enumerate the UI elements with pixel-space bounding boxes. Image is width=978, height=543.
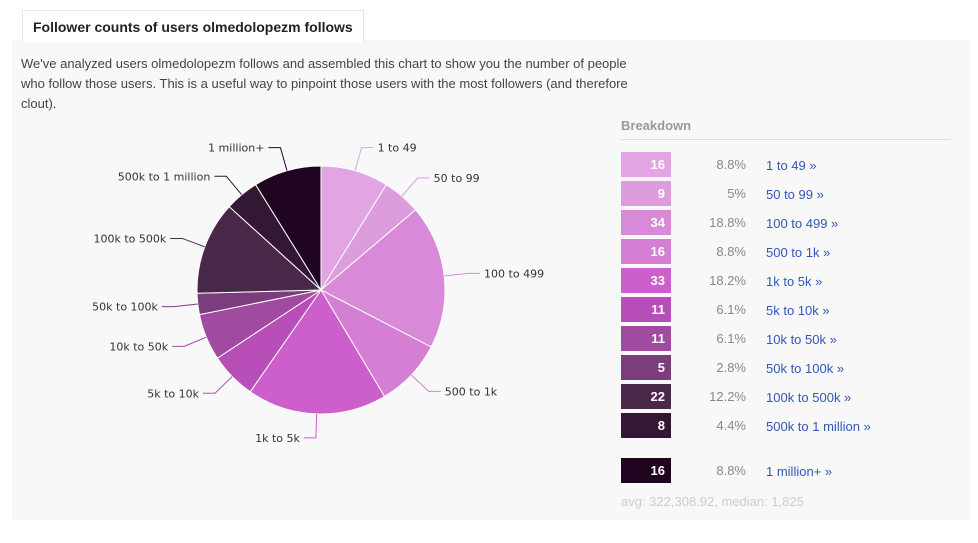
breakdown-percent: 2.8% xyxy=(716,360,746,375)
breakdown-count: 34 xyxy=(621,210,671,235)
breakdown-percent: 12.2% xyxy=(709,389,746,404)
breakdown-link[interactable]: 10k to 50k » xyxy=(766,332,837,347)
breakdown-percent: 6.1% xyxy=(716,331,746,346)
breakdown-row: 22 12.2% 100k to 500k » xyxy=(621,384,951,413)
breakdown-panel: Breakdown 16 8.8% 1 to 49 » 9 5% 50 to 99 » … xyxy=(621,118,951,487)
pie-label-10k-to-50k: 10k to 50k xyxy=(109,340,168,353)
breakdown-divider xyxy=(621,139,951,140)
breakdown-percent: 18.8% xyxy=(709,215,746,230)
breakdown-link[interactable]: 50 to 99 » xyxy=(766,187,824,202)
breakdown-count: 9 xyxy=(621,181,671,206)
pie-slice-1-million xyxy=(254,165,322,292)
pie-leader-line xyxy=(161,303,198,308)
breakdown-percent: 5% xyxy=(727,186,746,201)
breakdown-link[interactable]: 500k to 1 million » xyxy=(766,419,871,434)
pie-leader-line xyxy=(214,175,243,196)
breakdown-count: 11 xyxy=(621,297,671,322)
breakdown-count: 33 xyxy=(621,268,671,293)
breakdown-rows: 16 8.8% 1 to 49 » 9 5% 50 to 99 » 34 18.8% 100… xyxy=(621,152,951,487)
breakdown-count: 16 xyxy=(621,152,671,177)
pie-leader-line xyxy=(268,147,288,171)
pie-leader-line xyxy=(170,237,205,248)
breakdown-row: 8 4.4% 500k to 1 million » xyxy=(621,413,951,458)
breakdown-count: 5 xyxy=(621,355,671,380)
pie-label-5k-to-10k: 5k to 10k xyxy=(147,387,199,400)
breakdown-link[interactable]: 1 to 49 » xyxy=(766,158,817,173)
pie-label-1k-to-5k: 1k to 5k xyxy=(255,432,300,445)
summary-stats: avg: 322,308.92, median: 1,825 xyxy=(621,494,804,509)
breakdown-percent: 8.8% xyxy=(716,157,746,172)
breakdown-percent: 4.4% xyxy=(716,418,746,433)
pie-leader-line xyxy=(172,336,207,347)
pie-label-50k-to-100k: 50k to 100k xyxy=(92,301,158,314)
pie-label-100-to-499: 100 to 499 xyxy=(484,267,544,280)
pie-label-50-to-99: 50 to 99 xyxy=(434,172,480,185)
breakdown-count: 16 xyxy=(621,239,671,264)
breakdown-link[interactable]: 1 million+ » xyxy=(766,464,833,479)
pie-label-500k-to-1-million: 500k to 1 million xyxy=(118,170,211,183)
pie-leader-line xyxy=(444,272,481,277)
pie-label-1-million: 1 million+ xyxy=(208,142,264,155)
pie-slice-1k-to-5k xyxy=(249,289,386,415)
breakdown-row: 11 6.1% 5k to 10k » xyxy=(621,297,951,326)
breakdown-count: 22 xyxy=(621,384,671,409)
page-title: Follower counts of users olmedolopezm fo… xyxy=(22,10,364,43)
pie-leader-line xyxy=(354,147,374,171)
breakdown-count: 8 xyxy=(621,413,671,438)
pie-label-100k-to-500k: 100k to 500k xyxy=(93,232,166,245)
pie-leader-line xyxy=(303,413,318,439)
pie-label-500-to-1k: 500 to 1k xyxy=(445,385,498,398)
breakdown-link[interactable]: 100k to 500k » xyxy=(766,390,852,405)
breakdown-count: 11 xyxy=(621,326,671,351)
pie-label-1-to-49: 1 to 49 xyxy=(378,142,417,155)
breakdown-row: 16 8.8% 1 to 49 » xyxy=(621,152,951,181)
chart-description: We've analyzed users olmedolopezm follow… xyxy=(21,56,628,111)
breakdown-percent: 8.8% xyxy=(716,244,746,259)
breakdown-row: 11 6.1% 10k to 50k » xyxy=(621,326,951,355)
pie-leader-line xyxy=(410,374,441,392)
breakdown-title: Breakdown xyxy=(621,118,692,133)
breakdown-link[interactable]: 100 to 499 » xyxy=(766,216,839,231)
breakdown-row: 5 2.8% 50k to 100k » xyxy=(621,355,951,384)
breakdown-percent: 18.2% xyxy=(709,273,746,288)
breakdown-percent: 6.1% xyxy=(716,302,746,317)
breakdown-percent: 8.8% xyxy=(716,463,746,478)
pie-leader-line xyxy=(401,177,430,197)
breakdown-row: 34 18.8% 100 to 499 » xyxy=(621,210,951,239)
breakdown-count: 16 xyxy=(621,458,671,483)
breakdown-row: 9 5% 50 to 99 » xyxy=(621,181,951,210)
chart-panel xyxy=(12,40,970,520)
breakdown-link[interactable]: 5k to 10k » xyxy=(766,303,830,318)
breakdown-row: 33 18.2% 1k to 5k » xyxy=(621,268,951,297)
breakdown-link[interactable]: 50k to 100k » xyxy=(766,361,845,376)
breakdown-row: 16 8.8% 500 to 1k » xyxy=(621,239,951,268)
breakdown-link[interactable]: 500 to 1k » xyxy=(766,245,831,260)
pie-slice-100k-to-500k xyxy=(196,205,323,294)
pie-leader-line xyxy=(202,376,233,394)
breakdown-row: 16 8.8% 1 million+ » xyxy=(621,458,951,487)
breakdown-link[interactable]: 1k to 5k » xyxy=(766,274,823,289)
